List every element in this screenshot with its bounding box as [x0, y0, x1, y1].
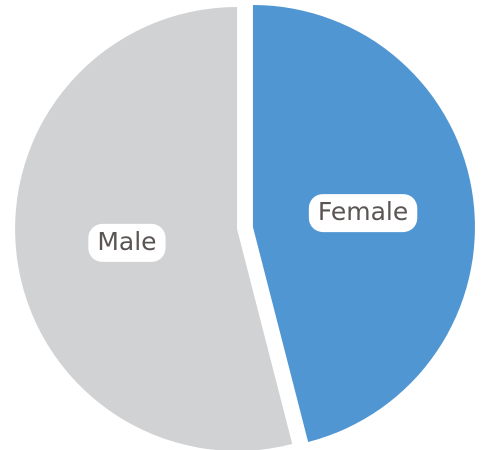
- slice-label-text: Female: [318, 197, 408, 226]
- slice-label: Male: [88, 223, 166, 262]
- slice-label: Female: [308, 194, 418, 233]
- label-background: [308, 194, 418, 233]
- label-background: [88, 223, 166, 262]
- slice-label-text: Male: [97, 227, 156, 256]
